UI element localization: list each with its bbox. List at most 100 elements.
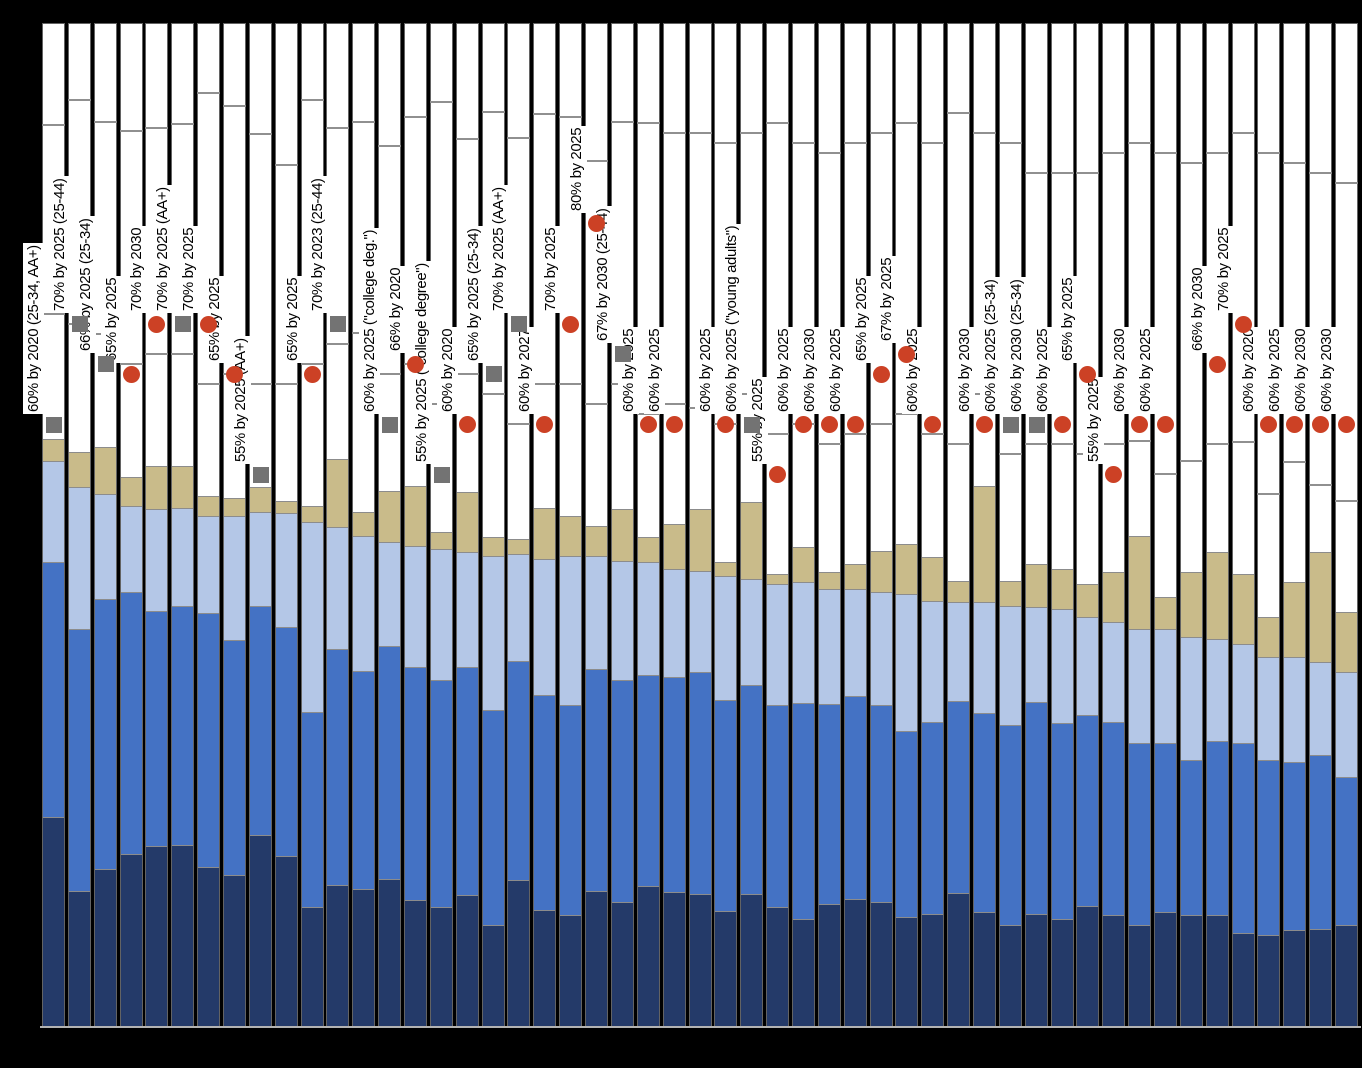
goal-marker-circle	[1312, 416, 1329, 434]
segment-navy	[405, 899, 426, 1026]
goal-marker-square	[45, 416, 62, 433]
goal-label: 65% by 2025	[1056, 276, 1078, 364]
goal-label: 60% by 2030	[1108, 326, 1130, 414]
goal-marker-circle	[226, 365, 243, 383]
goal-label: 60% by 2025	[901, 326, 923, 414]
segment-navy	[508, 879, 529, 1026]
goal-marker-square	[1028, 416, 1045, 433]
upper-tick-line	[223, 105, 246, 108]
segment-navy	[690, 893, 711, 1026]
goal-label: 67% by 2025	[875, 256, 897, 344]
segment-navy	[1155, 911, 1176, 1026]
goal-marker-circle	[588, 215, 605, 233]
segment-navy	[612, 901, 633, 1026]
goal-label: 60% by 2025	[694, 326, 716, 414]
mid-tick-line	[482, 392, 505, 395]
bar-25	[689, 23, 712, 1027]
bar-22	[611, 23, 634, 1027]
mid-tick-line	[663, 402, 686, 405]
goal-label: 60% by 2025 (25-34)	[979, 277, 1001, 414]
goal-marker-square	[252, 466, 269, 483]
bar-24	[663, 23, 686, 1027]
upper-tick-line	[637, 122, 660, 125]
mid-tick-line	[249, 382, 272, 385]
mid-tick-line	[766, 432, 789, 435]
mid-tick-line	[999, 452, 1022, 455]
goal-marker-circle	[1286, 416, 1303, 434]
mid-tick-line	[171, 352, 194, 355]
goal-marker-circle	[304, 365, 321, 383]
goal-marker-circle	[1235, 315, 1252, 333]
mid-tick-line	[818, 442, 841, 445]
segment-navy	[1336, 924, 1357, 1026]
goal-marker-square	[381, 416, 398, 433]
mid-tick-line	[559, 382, 582, 385]
goal-label: 55% by 2025	[1082, 376, 1104, 464]
goal-marker-circle	[562, 315, 579, 333]
segment-navy	[121, 853, 142, 1026]
segment-navy	[715, 910, 736, 1026]
bar-20	[559, 23, 582, 1027]
segment-navy	[638, 885, 659, 1026]
bar-6	[197, 23, 220, 1027]
segment-navy	[1181, 914, 1202, 1026]
upper-tick-line	[197, 92, 220, 95]
upper-tick-line	[1051, 172, 1074, 175]
mid-tick-line	[1025, 442, 1048, 445]
upper-tick-line	[870, 132, 893, 135]
segment-navy	[1284, 929, 1305, 1026]
upper-tick-line	[430, 101, 453, 104]
goal-marker-circle	[666, 416, 683, 434]
goal-label: 60% by 2025 ("college deg.")	[358, 227, 380, 414]
segment-navy	[948, 892, 969, 1026]
upper-tick-line	[611, 121, 634, 124]
mid-tick-line	[1335, 499, 1358, 502]
mid-tick-line	[1128, 439, 1151, 442]
upper-tick-line	[482, 111, 505, 114]
bar-13	[378, 23, 401, 1027]
segment-navy	[741, 893, 762, 1026]
goal-marker-circle	[536, 416, 553, 434]
upper-tick-line	[559, 116, 582, 119]
goal-label: 60% by 2025	[824, 326, 846, 414]
goal-label: 70% by 2025	[539, 226, 561, 314]
goal-label: 60% by 2030 (25-34)	[1005, 277, 1027, 414]
segment-navy	[1310, 928, 1331, 1026]
bar-38	[1025, 23, 1048, 1027]
bar-0	[42, 23, 65, 1027]
upper-tick-line	[818, 152, 841, 155]
goal-marker-circle	[1209, 355, 1226, 373]
mid-tick-line	[145, 352, 168, 355]
upper-tick-line	[1206, 152, 1229, 155]
bar-1	[68, 23, 91, 1027]
upper-tick-line	[507, 137, 530, 140]
goal-label: 60% by 2025	[1134, 326, 1156, 414]
upper-tick-line	[42, 124, 65, 127]
goal-label: 66% by 2030	[1186, 266, 1208, 354]
upper-tick-line	[1128, 142, 1151, 145]
goal-marker-square	[743, 416, 760, 433]
goal-marker-circle	[1079, 365, 1096, 383]
bar-8	[249, 23, 272, 1027]
goal-label: 80% by 2025	[565, 125, 587, 213]
goal-label: 60% by 2020 (25-34, AA+)	[22, 242, 44, 414]
bar-21	[585, 23, 608, 1027]
goal-marker-circle	[1131, 416, 1148, 434]
goal-marker-circle	[1338, 416, 1355, 434]
bar-7	[223, 23, 246, 1027]
goal-label: 65% by 2025	[100, 276, 122, 364]
segment-navy	[1258, 934, 1279, 1026]
goal-marker-circle	[123, 365, 140, 383]
goal-label: 60% by 2025	[617, 326, 639, 414]
mid-tick-line	[947, 442, 970, 445]
bar-5	[171, 23, 194, 1027]
bar-40	[1076, 23, 1099, 1027]
bar-49	[1309, 23, 1332, 1027]
mid-tick-line	[197, 382, 220, 385]
bar-32	[870, 23, 893, 1027]
segment-navy	[457, 894, 478, 1026]
goal-marker-circle	[1105, 466, 1122, 484]
upper-tick-line	[145, 127, 168, 130]
goal-marker-square	[614, 346, 631, 363]
segment-navy	[276, 855, 297, 1026]
